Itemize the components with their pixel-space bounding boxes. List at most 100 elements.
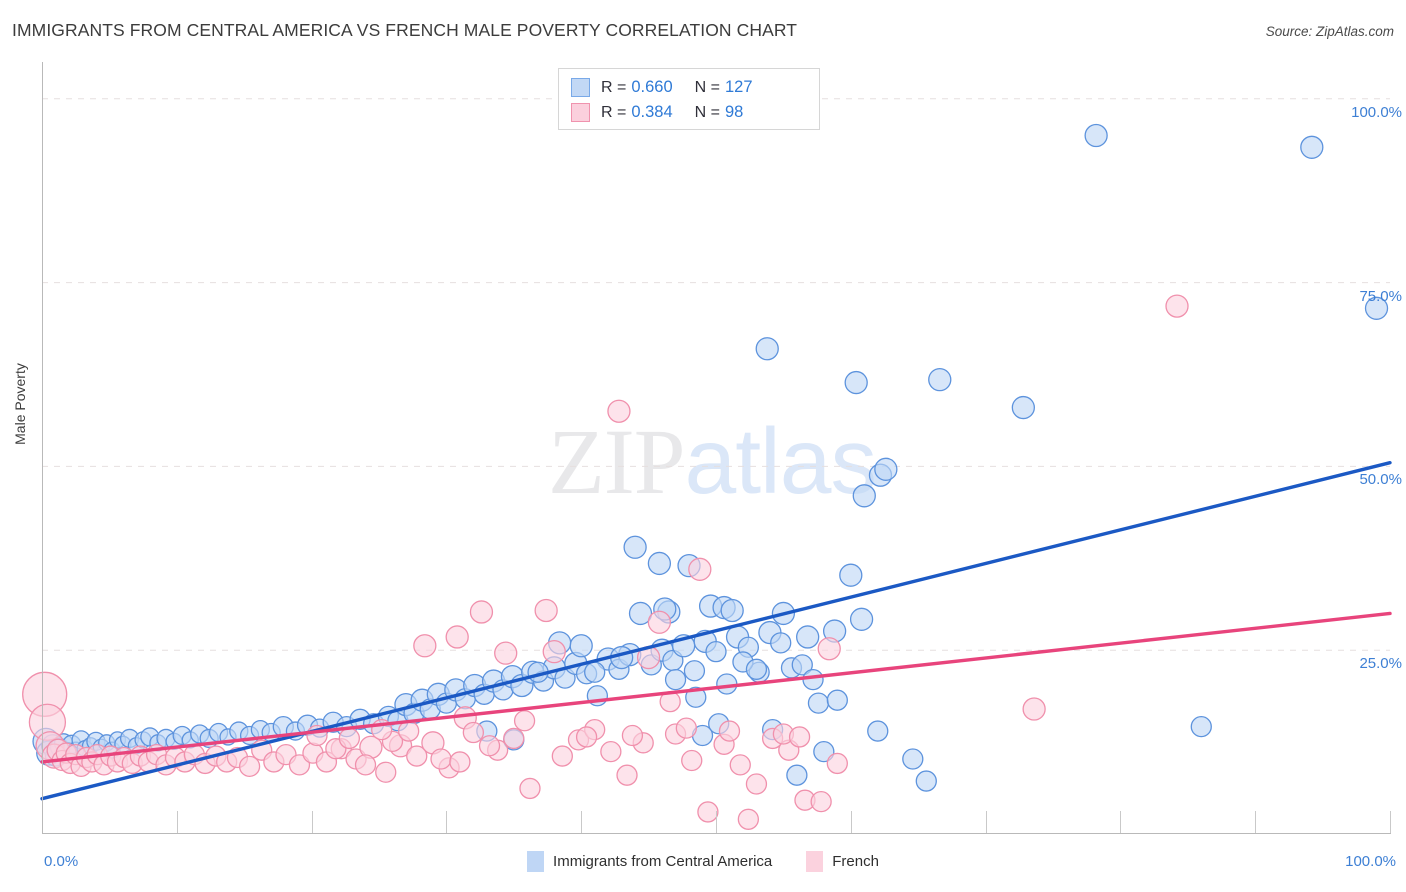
data-point xyxy=(375,761,397,783)
plot-area xyxy=(22,62,1392,834)
data-point xyxy=(874,457,898,481)
data-point xyxy=(786,764,808,786)
data-point xyxy=(551,745,573,767)
data-point xyxy=(1022,697,1046,721)
data-point xyxy=(519,777,541,800)
data-point xyxy=(494,641,518,665)
legend-color-immigrants xyxy=(527,851,545,872)
data-point xyxy=(449,751,471,773)
correlation-row-blue: R = 0.660 N = 127 xyxy=(571,75,809,100)
correlation-legend-box: R = 0.660 N = 127 R = 0.384 N = 98 xyxy=(558,68,820,130)
data-point xyxy=(788,726,811,748)
trendline xyxy=(40,611,1392,764)
data-point xyxy=(729,754,751,776)
data-point xyxy=(813,741,835,763)
data-point xyxy=(354,754,377,776)
r-value-blue: 0.660 xyxy=(631,78,673,96)
data-point xyxy=(1011,395,1035,420)
x-axis-tick xyxy=(176,811,178,833)
data-point xyxy=(688,557,712,581)
data-point xyxy=(1364,296,1389,320)
series-legend: Immigrants from Central America French xyxy=(0,851,1406,872)
correlation-row-pink: R = 0.384 N = 98 xyxy=(571,100,809,125)
data-point xyxy=(621,724,644,747)
n-label-blue: N = xyxy=(694,78,720,96)
data-point xyxy=(445,625,469,649)
data-point xyxy=(849,607,874,631)
n-value-pink: 98 xyxy=(724,103,744,121)
legend-item-french[interactable]: French xyxy=(806,851,879,872)
data-point xyxy=(770,632,792,654)
series-french xyxy=(22,294,1189,830)
data-point xyxy=(683,660,706,682)
data-point xyxy=(607,399,631,423)
data-point xyxy=(513,710,536,732)
data-point xyxy=(503,727,525,750)
data-point xyxy=(406,745,428,767)
r-value-pink: 0.384 xyxy=(631,103,673,121)
data-point xyxy=(915,770,937,792)
data-point xyxy=(647,551,672,576)
data-point xyxy=(647,610,672,634)
data-point xyxy=(628,601,653,626)
x-axis-line xyxy=(42,833,1391,834)
data-point xyxy=(1190,716,1212,738)
y-axis-tick-label: 100.0% xyxy=(1351,103,1402,121)
data-point xyxy=(675,717,697,739)
source-attribution: Source: ZipAtlas.com xyxy=(1265,24,1394,39)
data-point xyxy=(623,535,647,559)
data-point xyxy=(826,689,848,711)
legend-label-immigrants: Immigrants from Central America xyxy=(553,853,773,870)
data-point xyxy=(413,634,437,658)
x-axis-tick xyxy=(985,811,987,833)
x-axis-tick xyxy=(1390,811,1391,833)
legend-swatch-immigrants xyxy=(571,78,590,97)
data-point xyxy=(852,484,876,508)
data-point xyxy=(718,720,741,742)
data-point xyxy=(1165,294,1189,318)
y-axis-line xyxy=(42,62,43,834)
legend-swatch-french xyxy=(571,103,590,122)
r-label-blue: R = xyxy=(601,78,627,96)
data-point xyxy=(791,654,813,676)
data-point xyxy=(534,598,558,623)
n-value-blue: 127 xyxy=(724,78,753,96)
data-point xyxy=(844,370,868,395)
legend-label-french: French xyxy=(832,853,879,870)
data-point xyxy=(826,752,848,775)
r-label-pink: R = xyxy=(601,103,627,121)
data-point xyxy=(288,754,311,776)
y-axis-title: Male Poverty xyxy=(12,363,28,445)
x-axis-min-label: 0.0% xyxy=(44,853,79,870)
data-point xyxy=(238,755,261,778)
data-point xyxy=(469,600,494,624)
data-point xyxy=(796,625,820,649)
x-axis-tick xyxy=(446,811,448,833)
data-point xyxy=(616,764,638,786)
x-axis-tick xyxy=(581,811,583,833)
legend-color-french xyxy=(806,851,824,872)
data-point xyxy=(705,641,727,663)
legend-item-immigrants[interactable]: Immigrants from Central America xyxy=(527,851,772,872)
data-point xyxy=(867,720,889,742)
scatter-points xyxy=(22,123,1389,830)
x-axis-tick xyxy=(1255,811,1257,833)
data-point xyxy=(1084,123,1108,148)
data-point xyxy=(600,741,622,763)
data-point xyxy=(575,726,598,748)
y-axis-tick-label: 75.0% xyxy=(1359,287,1402,305)
data-point xyxy=(902,748,924,770)
x-axis-tick xyxy=(1120,811,1122,833)
data-point xyxy=(817,637,841,661)
data-point xyxy=(745,658,768,680)
data-point xyxy=(685,686,707,708)
data-point xyxy=(681,749,703,772)
trendlines xyxy=(40,461,1392,801)
data-point xyxy=(664,668,687,691)
data-point xyxy=(928,367,952,392)
x-axis-tick xyxy=(850,811,852,833)
data-point xyxy=(1300,135,1324,159)
data-point xyxy=(462,721,485,744)
data-point xyxy=(542,640,566,664)
